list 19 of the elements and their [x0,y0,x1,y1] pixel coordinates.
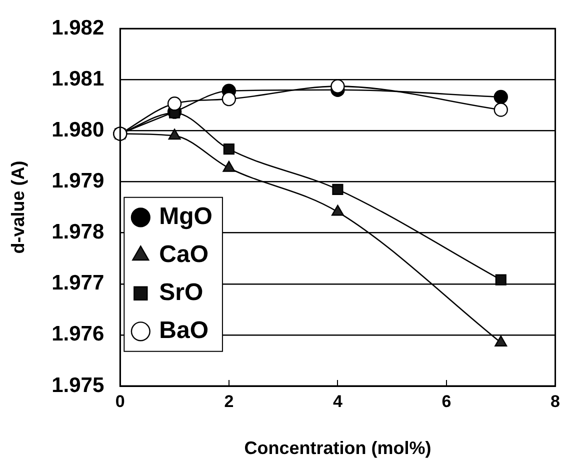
y-axis-title: d-value (A) [8,160,28,254]
y-tick-label: 1.981 [52,67,104,90]
legend-label: SrO [159,279,204,306]
legend-label: MgO [159,203,212,230]
y-tick-label: 1.980 [52,118,104,142]
legend-label: BaO [159,317,209,344]
y-tick-label: 1.976 [52,322,104,346]
x-tick-label: 2 [224,392,234,411]
y-tick-label: 1.982 [52,16,104,40]
x-tick-label: 0 [115,392,125,411]
x-tick-label: 4 [332,392,343,411]
y-tick-label: 1.979 [52,170,104,193]
y-tick-label: 1.975 [52,374,104,397]
x-tick-label: 6 [442,392,452,411]
y-tick-label: 1.978 [52,220,104,244]
x-axis-title: Concentration (mol%) [244,438,432,458]
legend-label: CaO [159,241,209,268]
y-tick-label: 1.977 [52,272,104,295]
x-tick-label: 8 [550,392,560,411]
